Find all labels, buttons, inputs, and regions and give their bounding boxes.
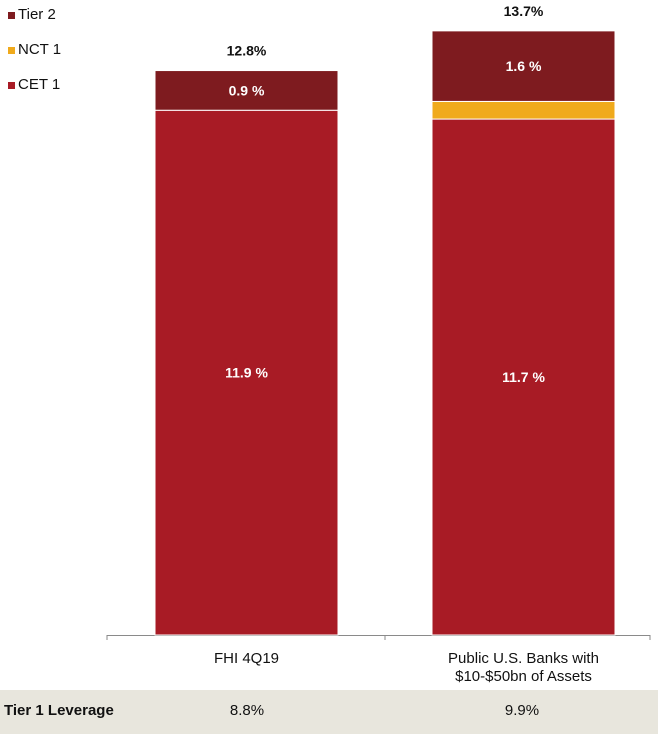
legend-item-tier-2: Tier 2 [8,6,61,24]
stacked-bar-chart: 11.9 % 0.9 % 12.8% FHI 4Q19 11.7 % 1.6 % 13.7%… [106,3,651,685]
legend-swatch-nct-1 [8,46,15,54]
x-tick-label: $10-$50bn of Assets [455,668,592,685]
data-label: 11.7 % [502,369,545,385]
legend-item-nct-1: NCT 1 [8,41,61,59]
bar-segment-tier-2 [154,70,339,111]
data-label: 0.9 % [229,82,265,98]
x-tick-label: FHI 4Q19 [214,650,279,667]
bar-segment-cet-1 [431,118,616,636]
legend-label-nct-1: NCT 1 [18,41,62,58]
tier-1-leverage-label: Tier 1 Leverage [4,702,114,719]
total-label: 12.8% [227,43,267,59]
bar-segment-tier-2 [431,30,616,102]
bar-segment-nct-1 [431,100,616,120]
tier-1-leverage-value-fhi: 8.8% [229,702,265,719]
tier-1-leverage-row: Tier 1 Leverage 8.8% 9.9% [0,690,658,734]
legend-swatch-tier-2 [8,11,15,19]
x-tick-label: Public U.S. Banks with [448,650,599,667]
chart-legend: Tier 2 NCT 1 CET 1 [8,6,61,111]
legend-label-tier-2: Tier 2 [18,6,56,23]
tier-1-leverage-value-peers: 9.9% [504,702,540,719]
data-label: 1.6 % [506,58,542,74]
legend-swatch-cet-1 [8,81,15,89]
data-label: 11.9 % [225,365,268,381]
chart-area: Tier 2 NCT 1 CET 1 11.9 % 0.9 % 12.8% FHI 4… [8,3,651,685]
legend-label-cet-1: CET 1 [18,76,61,93]
legend-item-cet-1: CET 1 [8,76,61,94]
total-label: 13.7% [504,3,544,19]
